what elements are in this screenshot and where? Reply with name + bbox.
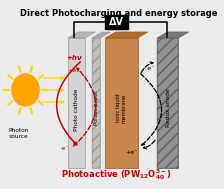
- Text: Ionic liquid
membrane: Ionic liquid membrane: [116, 93, 127, 123]
- Polygon shape: [92, 32, 110, 38]
- Text: -e⁻: -e⁻: [60, 146, 69, 150]
- Text: - e⁻: - e⁻: [143, 66, 154, 70]
- Polygon shape: [68, 38, 85, 168]
- Text: +hν: +hν: [66, 55, 82, 61]
- FancyBboxPatch shape: [105, 15, 128, 29]
- FancyArrowPatch shape: [144, 140, 155, 149]
- Text: Direct Photocharging and energy storage: Direct Photocharging and energy storage: [20, 9, 218, 18]
- FancyArrowPatch shape: [141, 74, 162, 145]
- Text: Porous paper: Porous paper: [94, 91, 99, 125]
- Polygon shape: [68, 32, 95, 38]
- FancyArrowPatch shape: [73, 68, 96, 146]
- Text: Photo cathode: Photo cathode: [74, 89, 79, 131]
- Text: Redox anode: Redox anode: [166, 89, 171, 127]
- FancyArrowPatch shape: [57, 62, 80, 145]
- Polygon shape: [105, 38, 138, 168]
- FancyArrowPatch shape: [141, 62, 153, 72]
- Polygon shape: [157, 32, 189, 38]
- Polygon shape: [92, 38, 100, 168]
- Text: ΔV: ΔV: [109, 17, 124, 27]
- Polygon shape: [157, 38, 179, 168]
- Text: +e⁻: +e⁻: [125, 149, 138, 154]
- Text: Photon
source: Photon source: [9, 128, 29, 139]
- Polygon shape: [105, 32, 148, 38]
- Circle shape: [12, 74, 39, 106]
- Text: Photoactive ($\mathbf{PW_{12}O_{40}^{3-}}$): Photoactive ($\mathbf{PW_{12}O_{40}^{3-}…: [61, 167, 172, 182]
- Text: +e⁻: +e⁻: [67, 67, 80, 73]
